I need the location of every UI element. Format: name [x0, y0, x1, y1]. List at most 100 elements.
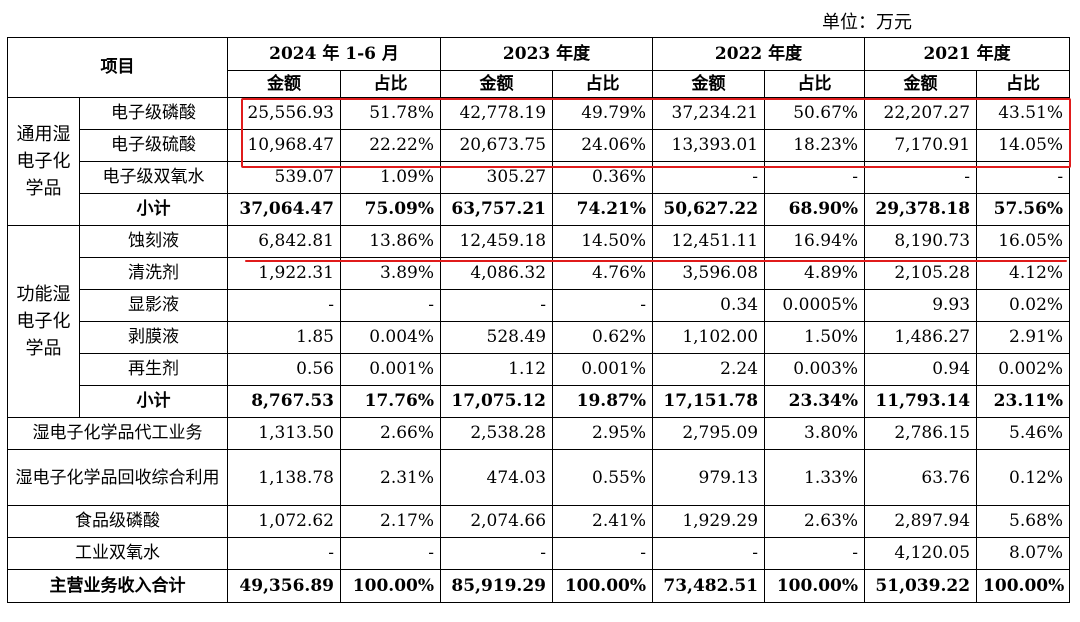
amount-cell: 2,795.09: [652, 417, 766, 450]
table-row: 显影液 - - - -0.34 0.0005% 9.93 0.02%: [8, 289, 1071, 322]
header-period: 2022 年度: [652, 37, 866, 71]
table-row: 湿电子化学品回收综合利用 1,138.78 2.31% 474.03 0.55% 979.…: [7, 449, 1071, 506]
amount-cell: 1,102.00: [652, 321, 766, 354]
row-label: 清洗剂: [79, 257, 228, 290]
amount-cell: 2,786.15: [864, 417, 978, 450]
amount-cell: 2,538.28: [440, 417, 554, 450]
header-ratio: 占比: [552, 70, 654, 98]
amount-cell: 17,151.78: [652, 385, 766, 418]
ratio-cell: 3.80%: [764, 417, 866, 450]
table-row: 工业双氧水 - - - - - -4,120.05 8.07%: [7, 537, 1071, 570]
amount-cell: 1,486.27: [864, 321, 978, 354]
ratio-cell: 2.95%: [552, 417, 654, 450]
ratio-cell: 3.89%: [339, 257, 442, 290]
amount-cell: 73,482.51: [652, 569, 766, 603]
row-label: 电子级硫酸: [79, 129, 228, 162]
amount-cell: 4,120.05: [864, 537, 978, 570]
header-ratio: 占比: [764, 70, 866, 98]
amount-cell: 2,897.94: [864, 505, 978, 538]
table-body: 项目 2024 年 1-6 月 2023 年度 2022 年度 2021 年度 …: [7, 37, 1071, 603]
header-amount: 金额: [652, 70, 766, 98]
ratio-cell: 16.94%: [764, 225, 866, 258]
table-row: 主营业务收入合计 49,356.89 100.00% 85,919.29 100.00%…: [7, 569, 1071, 603]
ratio-cell: -: [339, 289, 442, 322]
header-item: 项目: [7, 37, 228, 98]
amount-cell: 8,190.73: [864, 225, 978, 258]
ratio-cell: -: [976, 161, 1071, 194]
amount-cell: 0.34: [652, 289, 766, 322]
header-amount: 金额: [864, 70, 978, 98]
row-label: 主营业务收入合计: [7, 569, 228, 603]
amount-cell: 63.76: [864, 449, 978, 506]
row-label: 再生剂: [79, 353, 228, 386]
amount-cell: 305.27: [440, 161, 554, 194]
amount-cell: -: [440, 537, 554, 570]
amount-cell: 51,039.22: [864, 569, 978, 603]
row-label: 电子级双氧水: [79, 161, 228, 194]
ratio-cell: 0.0005%: [764, 289, 866, 322]
row-label: 湿电子化学品回收综合利用: [7, 449, 228, 506]
ratio-cell: 22.22%: [339, 129, 442, 162]
amount-cell: 2.24: [652, 353, 766, 386]
ratio-cell: 49.79%: [552, 97, 654, 130]
amount-cell: 6,842.81: [227, 225, 341, 258]
amount-cell: -: [227, 289, 341, 322]
table-row: 剥膜液 1.85 0.004% 528.49 0.62% 1,102.00 1.50% 1,4…: [8, 321, 1071, 354]
amount-cell: 7,170.91: [864, 129, 978, 162]
unit-label: 单位：万元: [822, 12, 912, 33]
amount-cell: 12,459.18: [440, 225, 554, 258]
amount-cell: 37,064.47: [227, 193, 341, 226]
amount-cell: -: [652, 537, 766, 570]
ratio-cell: 100.00%: [976, 569, 1071, 603]
amount-cell: 22,207.27: [864, 97, 978, 130]
amount-cell: 63,757.21: [440, 193, 554, 226]
ratio-cell: 4.89%: [764, 257, 866, 290]
ratio-cell: 2.41%: [552, 505, 654, 538]
ratio-cell: 50.67%: [764, 97, 866, 130]
ratio-cell: 2.17%: [339, 505, 442, 538]
ratio-cell: 14.05%: [976, 129, 1071, 162]
revenue-table: 项目 2024 年 1-6 月 2023 年度 2022 年度 2021 年度 …: [7, 37, 1071, 603]
amount-cell: 49,356.89: [227, 569, 341, 603]
amount-cell: 528.49: [440, 321, 554, 354]
amount-cell: 13,393.01: [652, 129, 766, 162]
amount-cell: 539.07: [227, 161, 341, 194]
header-ratio: 占比: [339, 70, 442, 98]
amount-cell: 2,074.66: [440, 505, 554, 538]
amount-cell: 4,086.32: [440, 257, 554, 290]
amount-cell: 1,072.62: [227, 505, 341, 538]
ratio-cell: 0.004%: [339, 321, 442, 354]
table-row: 清洗剂 1,922.31 3.89% 4,086.32 4.76% 3,596.08 4.8…: [8, 257, 1071, 290]
amount-cell: -: [864, 161, 978, 194]
ratio-cell: 1.33%: [764, 449, 866, 506]
row-label: 小计: [79, 385, 228, 418]
ratio-cell: 2.31%: [339, 449, 442, 506]
header-row-periods: 项目 2024 年 1-6 月 2023 年度 2022 年度 2021 年度: [7, 37, 1071, 98]
amount-cell: 474.03: [440, 449, 554, 506]
ratio-cell: 23.34%: [764, 385, 866, 418]
row-label: 工业双氧水: [7, 537, 228, 570]
amount-cell: 17,075.12: [440, 385, 554, 418]
ratio-cell: 0.001%: [339, 353, 442, 386]
ratio-cell: -: [339, 537, 442, 570]
amount-cell: -: [440, 289, 554, 322]
amount-cell: 42,778.19: [440, 97, 554, 130]
ratio-cell: 14.50%: [552, 225, 654, 258]
ratio-cell: 68.90%: [764, 193, 866, 226]
row-label: 电子级磷酸: [79, 97, 228, 130]
amount-cell: -: [652, 161, 766, 194]
table-row: 小计 37,064.47 75.09% 63,757.21 74.21% 50,627.2…: [8, 193, 1071, 226]
header-period: 2021 年度: [864, 37, 1071, 71]
ratio-cell: 100.00%: [764, 569, 866, 603]
amount-cell: 12,451.11: [652, 225, 766, 258]
ratio-cell: 0.12%: [976, 449, 1071, 506]
ratio-cell: 24.06%: [552, 129, 654, 162]
ratio-cell: 2.63%: [764, 505, 866, 538]
ratio-cell: 74.21%: [552, 193, 654, 226]
row-label: 小计: [79, 193, 228, 226]
amount-cell: 9.93: [864, 289, 978, 322]
ratio-cell: -: [552, 289, 654, 322]
ratio-cell: 43.51%: [976, 97, 1071, 130]
ratio-cell: 0.02%: [976, 289, 1071, 322]
ratio-cell: 17.76%: [339, 385, 442, 418]
